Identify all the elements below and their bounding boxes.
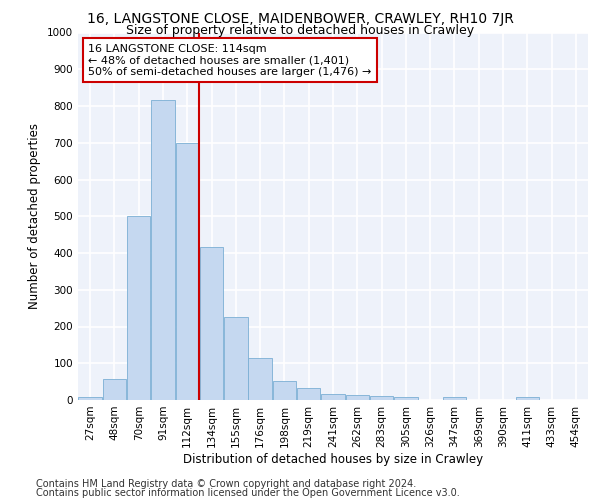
Bar <box>394 397 418 400</box>
Bar <box>443 397 466 400</box>
Bar <box>370 396 394 400</box>
Bar <box>515 397 539 400</box>
Bar <box>103 379 126 400</box>
Y-axis label: Number of detached properties: Number of detached properties <box>28 123 41 309</box>
X-axis label: Distribution of detached houses by size in Crawley: Distribution of detached houses by size … <box>183 452 483 466</box>
Text: 16 LANGSTONE CLOSE: 114sqm
← 48% of detached houses are smaller (1,401)
50% of s: 16 LANGSTONE CLOSE: 114sqm ← 48% of deta… <box>88 44 371 76</box>
Bar <box>176 143 199 400</box>
Bar <box>321 394 345 400</box>
Bar <box>297 388 320 400</box>
Bar <box>127 216 151 400</box>
Bar <box>248 358 272 400</box>
Text: Size of property relative to detached houses in Crawley: Size of property relative to detached ho… <box>126 24 474 37</box>
Bar <box>151 100 175 400</box>
Text: Contains HM Land Registry data © Crown copyright and database right 2024.: Contains HM Land Registry data © Crown c… <box>36 479 416 489</box>
Text: Contains public sector information licensed under the Open Government Licence v3: Contains public sector information licen… <box>36 488 460 498</box>
Bar <box>272 381 296 400</box>
Bar <box>200 248 223 400</box>
Bar <box>79 397 102 400</box>
Bar <box>346 395 369 400</box>
Text: 16, LANGSTONE CLOSE, MAIDENBOWER, CRAWLEY, RH10 7JR: 16, LANGSTONE CLOSE, MAIDENBOWER, CRAWLE… <box>86 12 514 26</box>
Bar <box>224 318 248 400</box>
